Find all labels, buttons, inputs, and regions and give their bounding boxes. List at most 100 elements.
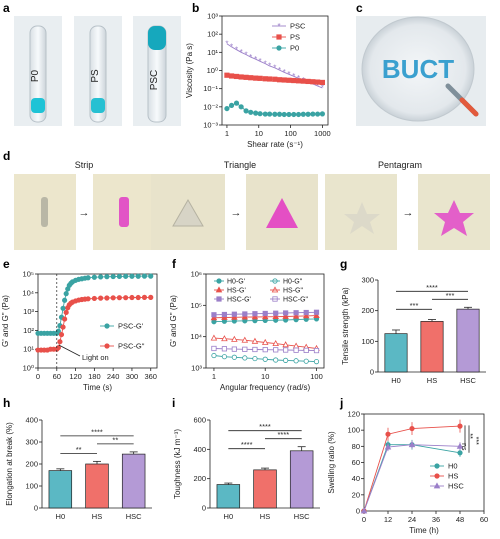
legend-entry: HSC-G': [227, 297, 251, 304]
data-point: [281, 111, 287, 118]
x-tick-label: HSC: [126, 512, 142, 521]
data-point: [98, 274, 104, 280]
y-axis-label: Tensile strength (kPa): [341, 287, 350, 365]
data-point: [238, 74, 244, 80]
legend-entry: HS: [448, 472, 458, 481]
panel-label-d: d: [3, 149, 10, 163]
legend-entry: HSC-G": [283, 297, 309, 304]
data-point: [233, 73, 240, 80]
data-point: [291, 111, 297, 118]
data-point: [262, 111, 268, 117]
data-point: [272, 111, 278, 117]
x-tick-label: HS: [427, 376, 437, 385]
data-point: [293, 358, 299, 364]
data-point: [261, 313, 269, 320]
y-tick-label: 0: [202, 504, 206, 513]
vial-ps: [89, 25, 107, 123]
data-point: [267, 76, 273, 82]
panel-label-h: h: [3, 396, 10, 410]
y-tick-label: 10⁶: [191, 270, 202, 279]
data-point: [248, 75, 254, 81]
y-tick-label: 400: [193, 445, 206, 454]
shape-label-strip: Strip: [75, 160, 94, 170]
legend-marker: [104, 323, 110, 329]
y-tick-label: 10²: [207, 30, 218, 39]
legend-marker: [276, 34, 282, 40]
data-point: [135, 273, 141, 279]
significance-label: ***: [410, 301, 419, 310]
data-point: *: [264, 59, 267, 68]
strip-stained: [119, 197, 129, 227]
x-tick-label: 10: [261, 372, 269, 381]
x-axis-label: Angular frequency (rad/s): [220, 383, 311, 392]
legend-marker: [104, 343, 110, 349]
bar: [420, 321, 444, 373]
y-axis-label: Swelling ratio (%): [327, 431, 336, 494]
arrow-icon: →: [79, 207, 90, 219]
data-point: [257, 75, 263, 81]
data-point: *: [245, 50, 248, 59]
data-point: *: [254, 55, 257, 64]
data-point: [313, 311, 320, 319]
x-tick-label: 24: [408, 515, 416, 524]
photo-a: P0 PS PSC: [14, 16, 181, 126]
data-point: [241, 313, 249, 320]
data-point: [300, 111, 306, 117]
data-point: [238, 104, 244, 110]
y-tick-label: 10¹: [23, 345, 34, 354]
y-tick-label: 400: [25, 416, 38, 425]
data-point: [302, 312, 310, 319]
x-tick-label: H0: [56, 512, 66, 521]
data-point: *: [235, 45, 238, 54]
data-point: [267, 111, 273, 117]
data-point: [116, 273, 123, 280]
y-tick-label: 60: [352, 458, 360, 467]
panel-label-g: g: [340, 257, 347, 271]
significance-label: **: [76, 445, 82, 454]
y-tick-label: 40: [352, 474, 360, 483]
data-point: [276, 111, 283, 117]
y-tick-label: 100: [361, 337, 374, 346]
data-point: [55, 345, 61, 351]
data-point: [286, 77, 292, 83]
y-tick-label: 10⁵: [23, 270, 34, 279]
significance-label: ****: [277, 430, 289, 439]
y-tick-label: 100: [347, 426, 360, 435]
data-point: [116, 295, 123, 301]
x-tick-label: 10: [255, 129, 263, 138]
data-point: *: [287, 70, 290, 79]
vial-p0-label: P0: [30, 69, 41, 82]
bar: [121, 453, 146, 509]
data-point: [273, 347, 279, 353]
data-point: [231, 346, 237, 352]
legend-entry: HS-G': [227, 288, 246, 295]
data-point: [141, 273, 148, 279]
data-point: [273, 310, 279, 316]
data-point: [313, 309, 320, 315]
legend-entry: P0: [290, 44, 299, 53]
data-point: [305, 111, 311, 117]
data-point: [262, 310, 268, 317]
data-point: [384, 443, 392, 450]
photo-c: BUCT: [356, 16, 486, 126]
x-tick-label: 0: [36, 372, 40, 381]
x-tick-label: 12: [384, 515, 392, 524]
strip-shape: [41, 197, 48, 227]
data-point: [273, 357, 279, 363]
panel-label-b: b: [192, 1, 199, 15]
data-point: [286, 111, 292, 118]
data-point: [281, 77, 287, 83]
data-point: [210, 334, 218, 341]
data-point: [62, 316, 68, 322]
data-point: [283, 357, 289, 363]
data-point: [252, 355, 258, 362]
legend-entry: HS-G": [283, 288, 304, 295]
data-point: [313, 347, 320, 354]
data-point: [221, 311, 228, 318]
data-point: [85, 275, 91, 281]
y-tick-label: 200: [25, 460, 38, 469]
series-line: [363, 425, 461, 512]
x-axis-label: Time (h): [409, 526, 439, 535]
data-point: [55, 328, 61, 334]
